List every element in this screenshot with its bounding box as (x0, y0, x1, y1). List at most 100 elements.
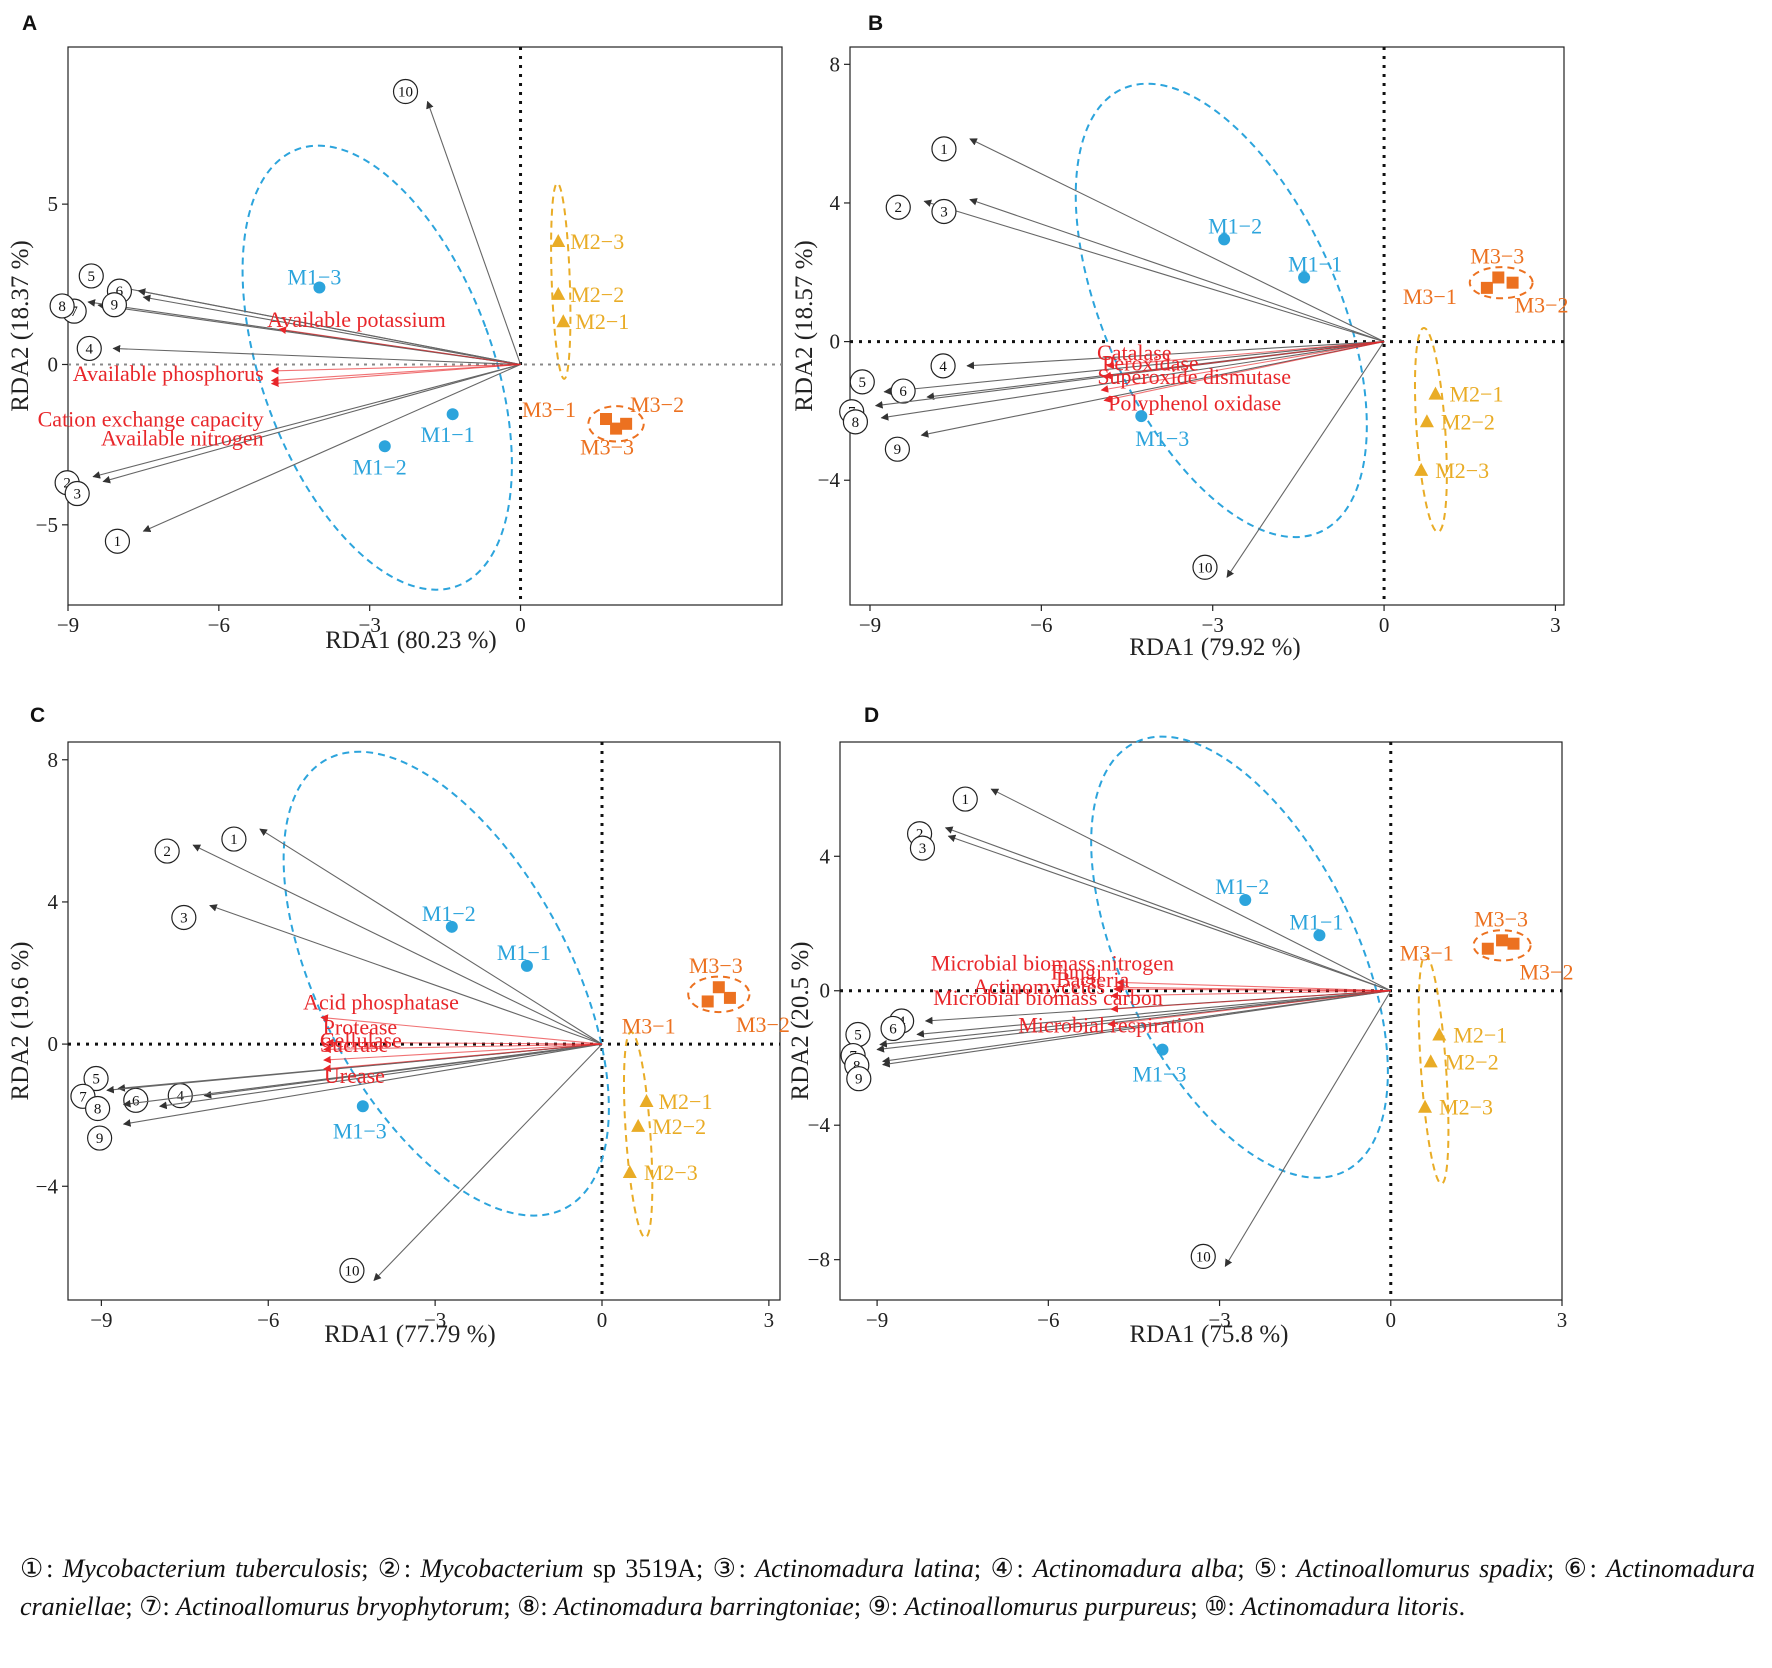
y-tick-label: −5 (36, 513, 58, 537)
species-marker (846, 1066, 872, 1092)
env-arrow (1106, 341, 1385, 370)
sample-point-m2 (1418, 1099, 1433, 1113)
confidence-ellipse-m2 (1413, 326, 1448, 533)
sample-point-m3 (1507, 937, 1520, 950)
caption-species-name: Actinomadura latina (755, 1554, 974, 1583)
caption-species-name: Mycobacterium (420, 1554, 584, 1583)
sample-point-m1 (1239, 893, 1252, 906)
species-arrow (920, 341, 1385, 438)
env-arrow (1107, 990, 1391, 1028)
x-tick-label: −3 (424, 1308, 446, 1332)
sample-point-m3 (620, 417, 633, 430)
sample-label: M1−3 (287, 265, 341, 290)
sample-label: M1−1 (1289, 909, 1343, 934)
caption-number: ⑨: (867, 1592, 905, 1621)
sample-point-m1 (1135, 410, 1148, 423)
y-tick-label: 4 (830, 191, 841, 215)
species-label: 9 (96, 1131, 104, 1147)
sample-label: M1−3 (1135, 426, 1189, 451)
y-tick-label: 8 (48, 748, 59, 772)
species-label: 1 (940, 142, 948, 158)
panel-label: A (22, 12, 37, 35)
caption-species-name: Mycobacterium tuberculosis (62, 1554, 362, 1583)
sample-label: M1−2 (422, 901, 476, 926)
x-tick-label: −3 (359, 613, 381, 637)
species-label: 3 (919, 841, 927, 857)
x-tick-label: 0 (597, 1308, 608, 1332)
sample-label: M3−2 (736, 1012, 790, 1037)
x-tick-label: −6 (257, 1308, 279, 1332)
sample-point-m1 (356, 1100, 369, 1113)
caption-number: ⑥: (1563, 1554, 1607, 1583)
species-arrow (883, 341, 1385, 395)
species-arrow (373, 1043, 603, 1282)
sample-label: M2−3 (1435, 458, 1489, 483)
confidence-ellipse-m3 (1472, 929, 1532, 962)
y-axis-label: RDA2 (18.57 %) (791, 240, 818, 412)
species-arrow (923, 199, 1385, 343)
env-label: Fungi (1051, 959, 1102, 984)
env-label: Catalase (1097, 340, 1172, 365)
caption-number: ⑤: (1253, 1554, 1297, 1583)
env-label: Polyphenol oxidase (1108, 391, 1281, 416)
panel-c: C −9 −6 −3 0 3 −4 0 4 8 RDA1 (77.79 %) RDA2 (19.6 %… (7, 704, 790, 1348)
sample-point-m2 (1423, 1054, 1438, 1068)
species-label: 5 (92, 1072, 100, 1088)
species-label: 8 (94, 1102, 102, 1118)
species-label: 10 (1197, 560, 1212, 576)
species-label: 10 (344, 1263, 359, 1279)
species-label: 4 (177, 1089, 185, 1105)
species-label: 9 (894, 442, 902, 458)
sample-point-m3 (1492, 271, 1505, 284)
species-marker (171, 904, 197, 931)
caption-number: ⑧: (517, 1592, 555, 1621)
sample-label: M2−3 (1439, 1095, 1493, 1120)
confidence-ellipse-m1 (282, 750, 610, 1217)
sample-label: M2−3 (644, 1160, 698, 1185)
env-arrow (278, 326, 521, 366)
species-label: 1 (114, 534, 122, 550)
species-label: 2 (895, 200, 903, 216)
y-tick-label: −4 (36, 1174, 59, 1198)
sample-point-m1 (1313, 929, 1326, 942)
confidence-ellipse-m1 (241, 144, 513, 591)
x-tick-label: −9 (57, 613, 79, 637)
species-marker (85, 1095, 111, 1122)
y-tick-label: 5 (48, 192, 59, 216)
species-arrow (122, 1043, 603, 1108)
x-tick-label: 0 (1386, 1308, 1397, 1332)
caption-species-name: Actinomadura barringtoniae (554, 1592, 854, 1621)
species-label: 4 (86, 341, 94, 357)
species-label: 8 (58, 299, 66, 315)
env-arrow (323, 1043, 603, 1073)
sample-point-m3 (723, 991, 736, 1004)
sample-label: M1−2 (1208, 213, 1262, 238)
species-arrow (192, 844, 603, 1045)
species-arrow (990, 788, 1392, 992)
env-arrow (323, 1043, 603, 1064)
species-marker (339, 1257, 365, 1284)
caption-species-name: Actinoallomurus purpureus (904, 1592, 1191, 1621)
y-tick-label: 0 (830, 330, 841, 354)
species-marker (104, 528, 131, 554)
caption-species-name: Actinomadura alba (1033, 1554, 1238, 1583)
env-label: Sucrase (320, 1032, 388, 1057)
env-arrow (270, 363, 521, 388)
env-label: Microbial biomass carbon (933, 985, 1163, 1010)
species-arrow (944, 826, 1391, 992)
env-label: Cation exchange capacity (38, 407, 264, 432)
env-arrow (1103, 341, 1385, 380)
species-marker (64, 480, 90, 507)
plot-frame (839, 741, 1563, 1301)
x-axis-label: RDA1 (77.79 %) (324, 1321, 496, 1348)
x-tick-label: −6 (208, 613, 230, 637)
sample-label: M1−1 (497, 940, 551, 965)
sample-label: M3−1 (522, 397, 576, 422)
species-marker (392, 78, 419, 105)
env-label: Available potassium (267, 307, 446, 332)
species-marker (1190, 1243, 1216, 1269)
sample-label: M3−1 (1403, 284, 1457, 309)
species-label: 5 (854, 1028, 862, 1044)
sample-label: M2−1 (1453, 1022, 1507, 1047)
caption-species-name: Actinoallomurus spadix (1296, 1554, 1548, 1583)
